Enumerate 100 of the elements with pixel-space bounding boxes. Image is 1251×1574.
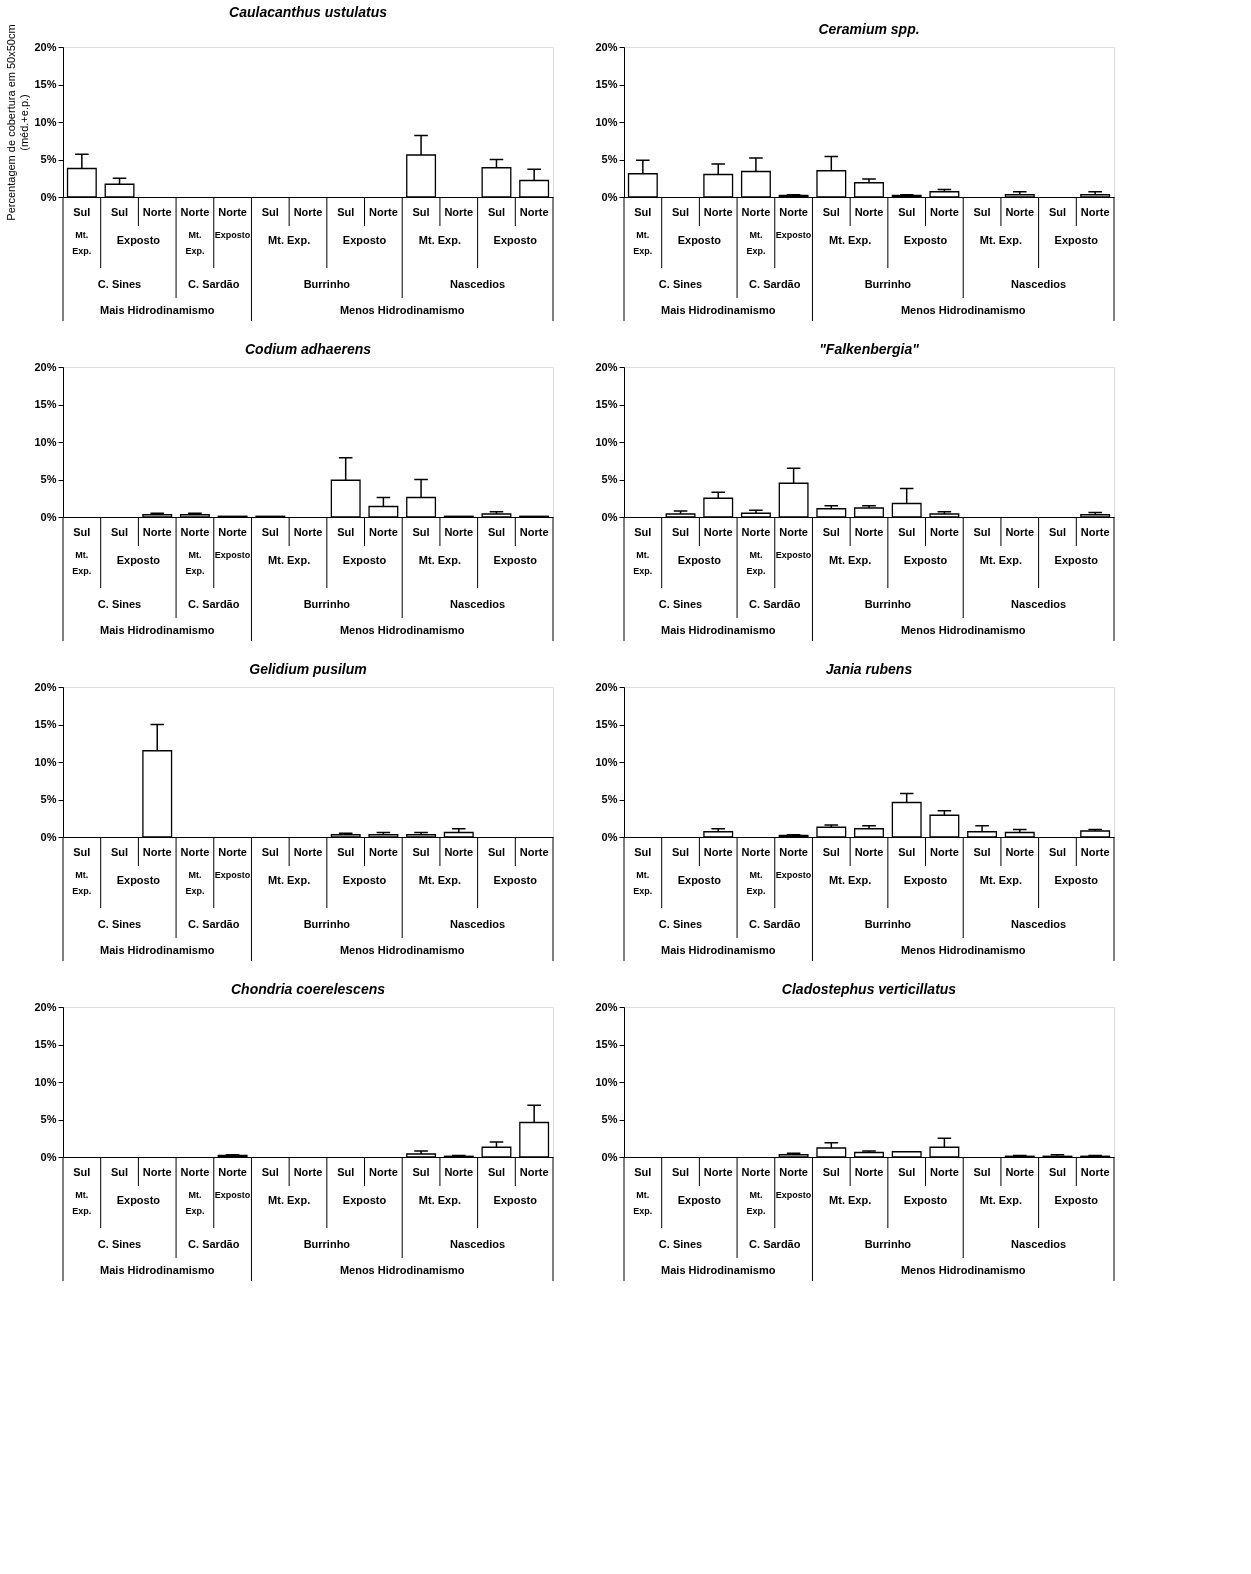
x-tick-label: Norte [779,846,808,858]
text: Exposto [775,1190,812,1200]
text: Nascedios [450,918,506,930]
x-tick-label: Sul [898,846,916,858]
text: Burrinho [864,1238,912,1250]
x-tick-label: Sul [487,526,506,538]
x-tick-label: Sul [671,526,690,538]
text: C. Sines [97,278,142,290]
x-tick-label: Sul [487,846,506,858]
x-tick-label: Norte [519,1166,549,1178]
text: Exposto [493,1194,538,1206]
text: Mt. Exp. [268,554,311,566]
text: Exposto [116,874,161,886]
x-tick-label: Sul [337,1166,355,1178]
text: Exposto [214,550,251,560]
x-tick-label: Sul [110,1166,129,1178]
y-tick-label: 0% [40,1150,57,1163]
text: C. Sardão [749,1238,801,1250]
x-tick-label: Norte [218,526,247,538]
text: Mt. Exp. [72,1190,92,1216]
x-tick-label: Norte [741,846,771,858]
x-tick-label: Norte [180,1166,210,1178]
y-tick-label: 20% [595,360,618,373]
text: Exposto [775,870,812,880]
y-tick-label: 5% [40,473,57,485]
y-tick-label: 15% [595,398,618,410]
text: Mt. Exp. [746,550,766,576]
text: Exposto [493,234,538,246]
text: Menos Hidrodinamismo [900,944,1026,956]
text: C. Sardão [749,598,801,610]
x-tick-label: Sul [1048,526,1067,538]
text: Mt. Exp. [746,230,766,256]
text: Mais Hidrodinamismo [661,624,776,636]
x-tick-label: Norte [1005,1166,1035,1178]
text: Exposto [903,1194,948,1206]
chart-title: Ceramium spp. [818,21,920,37]
x-tick-label: Sul [822,1166,840,1178]
y-tick-label: 10% [595,755,618,768]
text: Exposto [116,554,161,566]
x-tick-label: Norte [293,526,323,538]
text: Mt. Exp. [633,1190,653,1216]
text: Mt. Exp. [72,550,92,576]
text: Nascedios [1011,278,1067,290]
y-tick-label: 15% [34,78,57,90]
text: Nascedios [1011,598,1067,610]
text: Exposto [903,874,948,886]
y-tick-label: 15% [595,718,618,730]
text: Exposto [342,1194,387,1206]
text: C. Sines [658,278,703,290]
text: Mt. Exp. [829,1194,872,1206]
x-tick-label: Sul [634,526,652,538]
y-tick-label: 15% [34,398,57,410]
x-tick-label: Norte [142,1166,172,1178]
x-tick-label: Norte [703,1166,733,1178]
x-tick-label: Norte [218,846,247,858]
y-tick-label: 10% [595,1075,618,1088]
text: C. Sines [97,598,142,610]
x-tick-label: Sul [73,206,91,218]
x-tick-label: Sul [110,846,129,858]
x-tick-label: Sul [822,526,840,538]
text: Exposto [1054,234,1099,246]
y-tick-label: 15% [34,1038,57,1050]
y-tick-label: 0% [601,830,618,843]
text: Menos Hidrodinamismo [900,624,1026,636]
text: Mt. Exp. [633,550,653,576]
text: Burrinho [303,598,351,610]
x-tick-label: Norte [854,526,884,538]
text: Mt. Exp. [418,554,462,566]
chart-title: "Falkenbergia" [819,341,920,357]
x-tick-label: Norte [703,846,733,858]
text: Exposto [342,554,387,566]
text: Exposto [342,874,387,886]
text: Exposto [1054,874,1099,886]
text: C. Sardão [188,1238,240,1250]
x-tick-label: Norte [1080,206,1110,218]
y-tick-label: 10% [34,1075,57,1088]
text: Nascedios [450,1238,506,1250]
x-tick-label: Norte [519,206,549,218]
y-tick-label: 5% [601,793,618,805]
y-tick-label: 10% [34,115,57,128]
x-tick-label: Sul [337,526,355,538]
x-tick-label: Norte [930,206,959,218]
text: C. Sardão [749,278,801,290]
x-tick-label: Norte [930,1166,959,1178]
text: C. Sardão [188,598,240,610]
text: Mt. Exp. [418,234,462,246]
text: Mt. Exp. [979,874,1023,886]
x-tick-label: Norte [930,846,959,858]
x-tick-label: Norte [1080,846,1110,858]
text: Nascedios [1011,918,1067,930]
y-tick-label: 20% [34,40,57,53]
text: Menos Hidrodinamismo [339,304,465,316]
x-tick-label: Sul [822,846,840,858]
x-tick-label: Sul [261,206,279,218]
y-tick-label: 0% [601,510,618,523]
x-tick-label: Norte [180,206,210,218]
text: Mt. Exp. [72,230,92,256]
x-tick-label: Sul [973,846,991,858]
text: Exposto [677,1194,722,1206]
text: C. Sardão [188,918,240,930]
